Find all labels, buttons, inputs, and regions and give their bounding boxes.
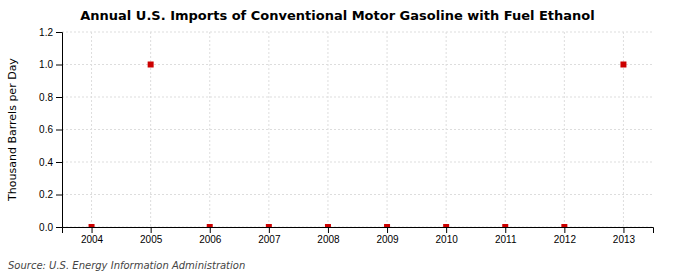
x-tick: 2008: [317, 227, 340, 245]
grid-line: [623, 32, 624, 227]
x-tick: 2013: [613, 227, 636, 245]
y-tick-mark: [56, 130, 62, 131]
grid-line: [327, 32, 328, 227]
y-tick-label: 0.0: [39, 222, 53, 233]
y-tick-label: 0.8: [39, 92, 53, 103]
x-tick-mark: [623, 227, 624, 233]
point: [325, 224, 331, 227]
x-tick: 2012: [554, 227, 577, 245]
x-tick-label: 2006: [199, 234, 222, 245]
x-tick: 2009: [376, 227, 399, 245]
point: [561, 224, 567, 227]
y-tick: 0.0: [39, 222, 62, 233]
point: [384, 224, 390, 227]
x-axis-line: [63, 228, 654, 234]
grid-line: [505, 32, 506, 227]
x-tick-mark: [92, 227, 93, 233]
x-tick: 2005: [140, 227, 163, 245]
grid: [62, 32, 653, 227]
y-tick-mark: [56, 195, 62, 196]
grid-line: [387, 32, 388, 227]
grid-line: [62, 194, 653, 195]
y-tick-mark: [56, 227, 62, 228]
x-tick-label: 2005: [140, 234, 163, 245]
point: [266, 224, 272, 227]
grid-line: [446, 32, 447, 227]
y-tick: 0.6: [39, 124, 62, 135]
y-axis-line: [56, 33, 63, 228]
x-tick-label: 2012: [554, 234, 577, 245]
y-tick-label: 0.6: [39, 124, 53, 135]
x-axis: 2004 2005 2006 2007 2008 2009 2010 2011 2012 2013: [63, 227, 654, 245]
y-axis: 0.0 0.2 0.4 0.6 0.8 1.0 1.2: [39, 27, 62, 233]
x-tick-mark: [269, 227, 270, 233]
x-tick-label: 2007: [258, 234, 281, 245]
x-tick-label: 2013: [613, 234, 636, 245]
grid-line: [209, 32, 210, 227]
x-tick-mark: [505, 227, 506, 233]
x-tick-mark: [564, 227, 565, 233]
y-tick: 0.4: [39, 157, 62, 168]
x-tick-label: 2004: [81, 234, 104, 245]
y-tick-mark: [56, 32, 62, 33]
y-tick-label: 1.0: [39, 59, 53, 70]
title: Annual U.S. Imports of Conventional Moto…: [80, 8, 595, 23]
source: Source: U.S. Energy Information Administ…: [8, 260, 245, 271]
y-tick-label: 0.4: [39, 157, 53, 168]
chart: 2004 2005 2006 2007 2008 2009 2010 2011 2012 2013…: [0, 0, 675, 275]
plot: 2004 2005 2006 2007 2008 2009 2010 2011 2012 2013…: [39, 27, 653, 245]
grid-line: [150, 32, 151, 227]
point: [443, 224, 449, 227]
y-tick: 0.2: [39, 189, 62, 200]
x-tick-mark: [328, 227, 329, 233]
x-tick: 2010: [436, 227, 459, 245]
x-tick-mark: [446, 227, 447, 233]
y-tick-mark: [56, 162, 62, 163]
y-tick-mark: [56, 65, 62, 66]
x-tick: 2004: [81, 227, 104, 245]
point: [89, 224, 95, 227]
y-tick-label: 0.2: [39, 189, 53, 200]
x-tick-label: 2011: [495, 234, 517, 245]
point: [207, 224, 213, 227]
grid-line: [564, 32, 565, 227]
y-tick: 1.0: [39, 59, 62, 70]
x-tick-label: 2008: [317, 234, 340, 245]
x-tick: 2006: [199, 227, 222, 245]
y-axis-title: Thousand Barrels per Day: [6, 58, 19, 202]
x-tick-label: 2009: [376, 234, 399, 245]
x-tick-mark: [151, 227, 152, 233]
point: [620, 62, 626, 68]
point: [502, 224, 508, 227]
y-tick-mark: [56, 97, 62, 98]
x-tick: 2007: [258, 227, 281, 245]
y-tick-label: 1.2: [39, 27, 53, 38]
y-tick: 1.2: [39, 27, 62, 38]
grid-line: [91, 32, 92, 227]
x-tick: 2011: [495, 227, 517, 245]
x-tick-mark: [387, 227, 388, 233]
x-tick-label: 2010: [436, 234, 459, 245]
points: [89, 62, 627, 228]
point: [148, 62, 154, 68]
grid-line: [268, 32, 269, 227]
x-tick-mark: [210, 227, 211, 233]
y-tick: 0.8: [39, 92, 62, 103]
